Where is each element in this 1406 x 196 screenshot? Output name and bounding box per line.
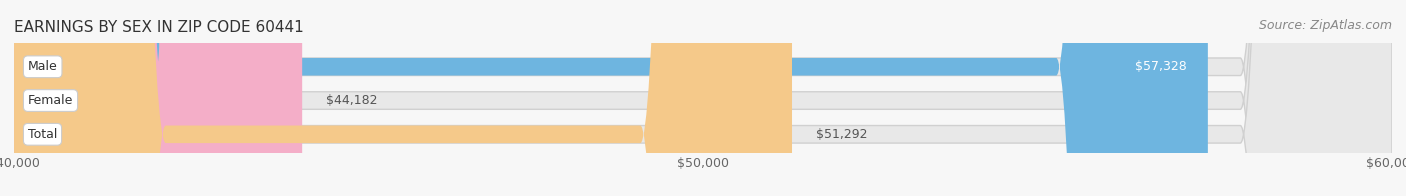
Text: $44,182: $44,182 (326, 94, 378, 107)
FancyBboxPatch shape (14, 0, 792, 196)
Text: $51,292: $51,292 (815, 128, 868, 141)
Text: EARNINGS BY SEX IN ZIP CODE 60441: EARNINGS BY SEX IN ZIP CODE 60441 (14, 20, 304, 35)
Text: Source: ZipAtlas.com: Source: ZipAtlas.com (1258, 19, 1392, 32)
Text: Female: Female (28, 94, 73, 107)
FancyBboxPatch shape (14, 0, 1392, 196)
Text: Total: Total (28, 128, 58, 141)
Text: Male: Male (28, 60, 58, 73)
FancyBboxPatch shape (14, 0, 1392, 196)
FancyBboxPatch shape (14, 0, 1208, 196)
FancyBboxPatch shape (14, 0, 1392, 196)
Text: $57,328: $57,328 (1136, 60, 1187, 73)
FancyBboxPatch shape (14, 0, 302, 196)
